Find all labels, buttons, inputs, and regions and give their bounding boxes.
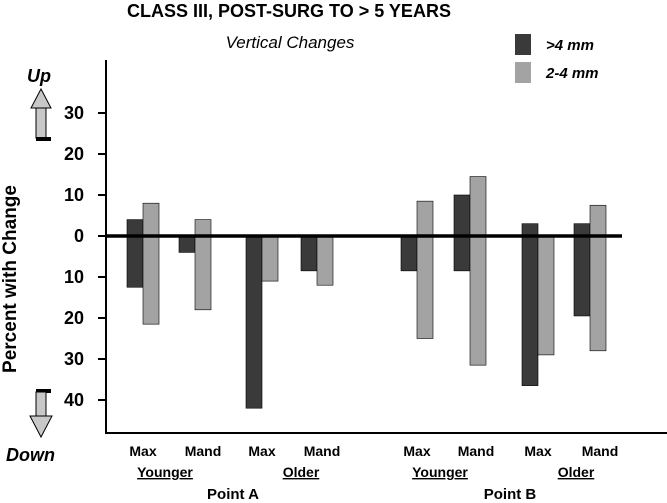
subgroup-label: Younger xyxy=(412,464,468,480)
category-label: Max xyxy=(524,443,551,459)
bar-2-4mm xyxy=(261,235,279,282)
y-tick-label: 0 xyxy=(74,226,84,246)
y-tick-label: 20 xyxy=(64,308,84,328)
bar-gt4mm xyxy=(521,223,539,386)
legend-swatch-2-4mm xyxy=(515,62,531,83)
y-tick-label: 30 xyxy=(64,103,84,123)
category-label: Max xyxy=(403,443,430,459)
bar-gt4mm xyxy=(400,235,418,272)
category-label: Mand xyxy=(582,443,619,459)
category-label: Mand xyxy=(458,443,495,459)
legend: >4 mm 2-4 mm xyxy=(515,34,599,83)
up-arrow-icon xyxy=(30,87,52,141)
bars xyxy=(126,176,607,409)
y-axis-label: Percent with Change xyxy=(0,185,21,373)
category-label: Max xyxy=(129,443,156,459)
category-label: Max xyxy=(248,443,275,459)
up-label: Up xyxy=(27,66,51,86)
y-tick-label: 10 xyxy=(64,267,84,287)
y-tick-label: 20 xyxy=(64,144,84,164)
category-label: Mand xyxy=(185,443,222,459)
y-tick-label: 30 xyxy=(64,349,84,369)
category-label: Mand xyxy=(304,443,341,459)
legend-label-gt4mm: >4 mm xyxy=(546,37,594,54)
subgroup-label: Younger xyxy=(137,464,193,480)
bar-2-4mm xyxy=(142,202,160,325)
subgroup-label: Older xyxy=(283,464,320,480)
y-tick-label: 40 xyxy=(64,390,84,410)
bar-gt4mm xyxy=(453,194,471,272)
bar-2-4mm xyxy=(416,200,434,339)
group-label: Point A xyxy=(207,486,259,503)
bar-gt4mm xyxy=(245,235,263,409)
bar-2-4mm xyxy=(316,235,334,286)
bar-2-4mm xyxy=(194,219,212,311)
bar-gt4mm xyxy=(178,235,196,253)
chart-title: CLASS III, POST-SURG TO > 5 YEARS xyxy=(127,1,451,21)
down-arrow-icon xyxy=(29,389,53,439)
group-label: Point B xyxy=(484,486,537,503)
bar-gt4mm xyxy=(126,219,144,288)
y-tick-label: 10 xyxy=(64,185,84,205)
legend-swatch-gt4mm xyxy=(515,34,531,55)
bar-gt4mm xyxy=(300,235,318,272)
down-label: Down xyxy=(6,445,55,465)
y-ticks: 30 20 10 0 10 20 30 40 xyxy=(64,103,106,410)
bar-2-4mm xyxy=(469,176,487,366)
bar-2-4mm xyxy=(537,235,555,356)
category-labels: Max Mand Max Mand Max Mand Max Mand Younger Older… xyxy=(129,443,618,503)
chart-subtitle: Vertical Changes xyxy=(226,33,355,52)
bar-2-4mm xyxy=(589,204,607,352)
subgroup-label: Older xyxy=(558,464,595,480)
legend-label-2-4mm: 2-4 mm xyxy=(545,65,599,82)
